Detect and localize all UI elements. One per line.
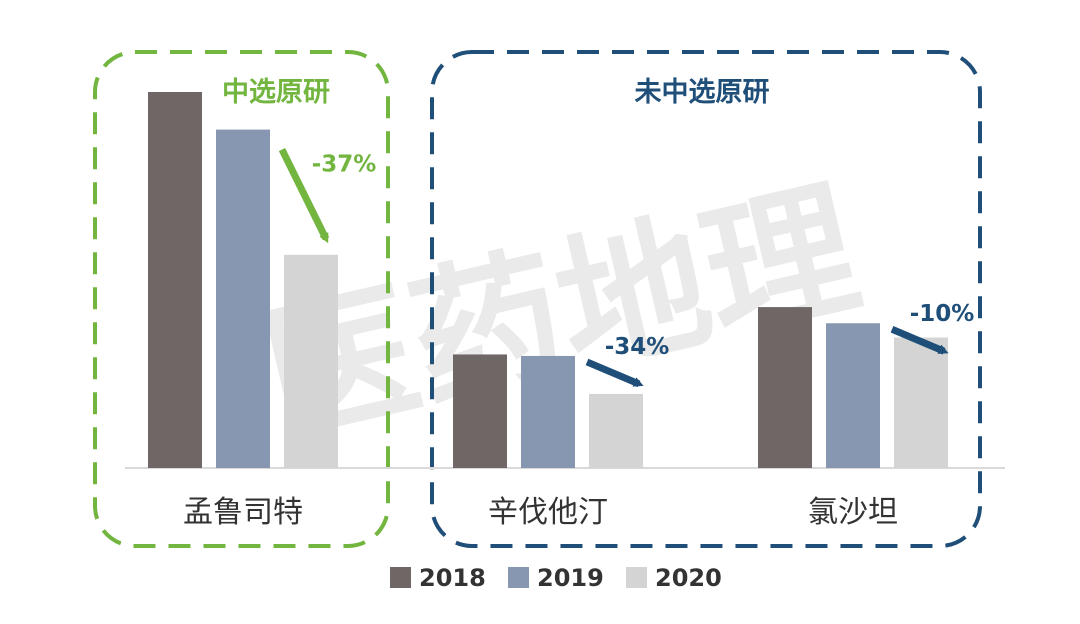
category-labels: 孟鲁司特 辛伐他汀 氯沙坦 <box>183 495 898 530</box>
change-arrow-3 <box>890 326 949 355</box>
legend-swatch-2020 <box>626 567 647 588</box>
bar-2-2020 <box>589 393 643 468</box>
bar-1-2020 <box>284 254 338 468</box>
legend-label-2019: 2019 <box>537 564 604 592</box>
change-annotations: -37% -34% -10% <box>278 148 975 388</box>
bar-1-2019 <box>216 129 270 468</box>
change-arrow-1 <box>278 148 330 244</box>
group-title-unselected: 未中选原研 <box>635 77 770 108</box>
bar-2-2018 <box>453 354 507 468</box>
change-label-1: -37% <box>312 152 377 178</box>
bars <box>148 92 948 468</box>
category-label-2: 辛伐他汀 <box>488 495 608 530</box>
change-arrow-2 <box>585 358 644 388</box>
legend: 2018 2019 2020 <box>390 564 722 592</box>
legend-swatch-2018 <box>390 567 411 588</box>
category-label-3: 氯沙坦 <box>808 495 898 530</box>
bar-3-2019 <box>826 323 880 468</box>
group-title-selected: 中选原研 <box>222 77 330 108</box>
legend-label-2020: 2020 <box>655 564 722 592</box>
group-box-selected <box>93 50 390 548</box>
change-label-3: -10% <box>910 301 975 327</box>
category-label-1: 孟鲁司特 <box>183 495 303 530</box>
bar-2-2019 <box>521 355 575 468</box>
legend-swatch-2019 <box>508 567 529 588</box>
group-box-unselected <box>430 50 982 548</box>
bar-3-2018 <box>758 307 812 468</box>
bar-1-2018 <box>148 92 202 468</box>
bar-3-2020 <box>894 337 948 468</box>
legend-label-2018: 2018 <box>419 564 486 592</box>
change-label-2: -34% <box>605 334 670 360</box>
